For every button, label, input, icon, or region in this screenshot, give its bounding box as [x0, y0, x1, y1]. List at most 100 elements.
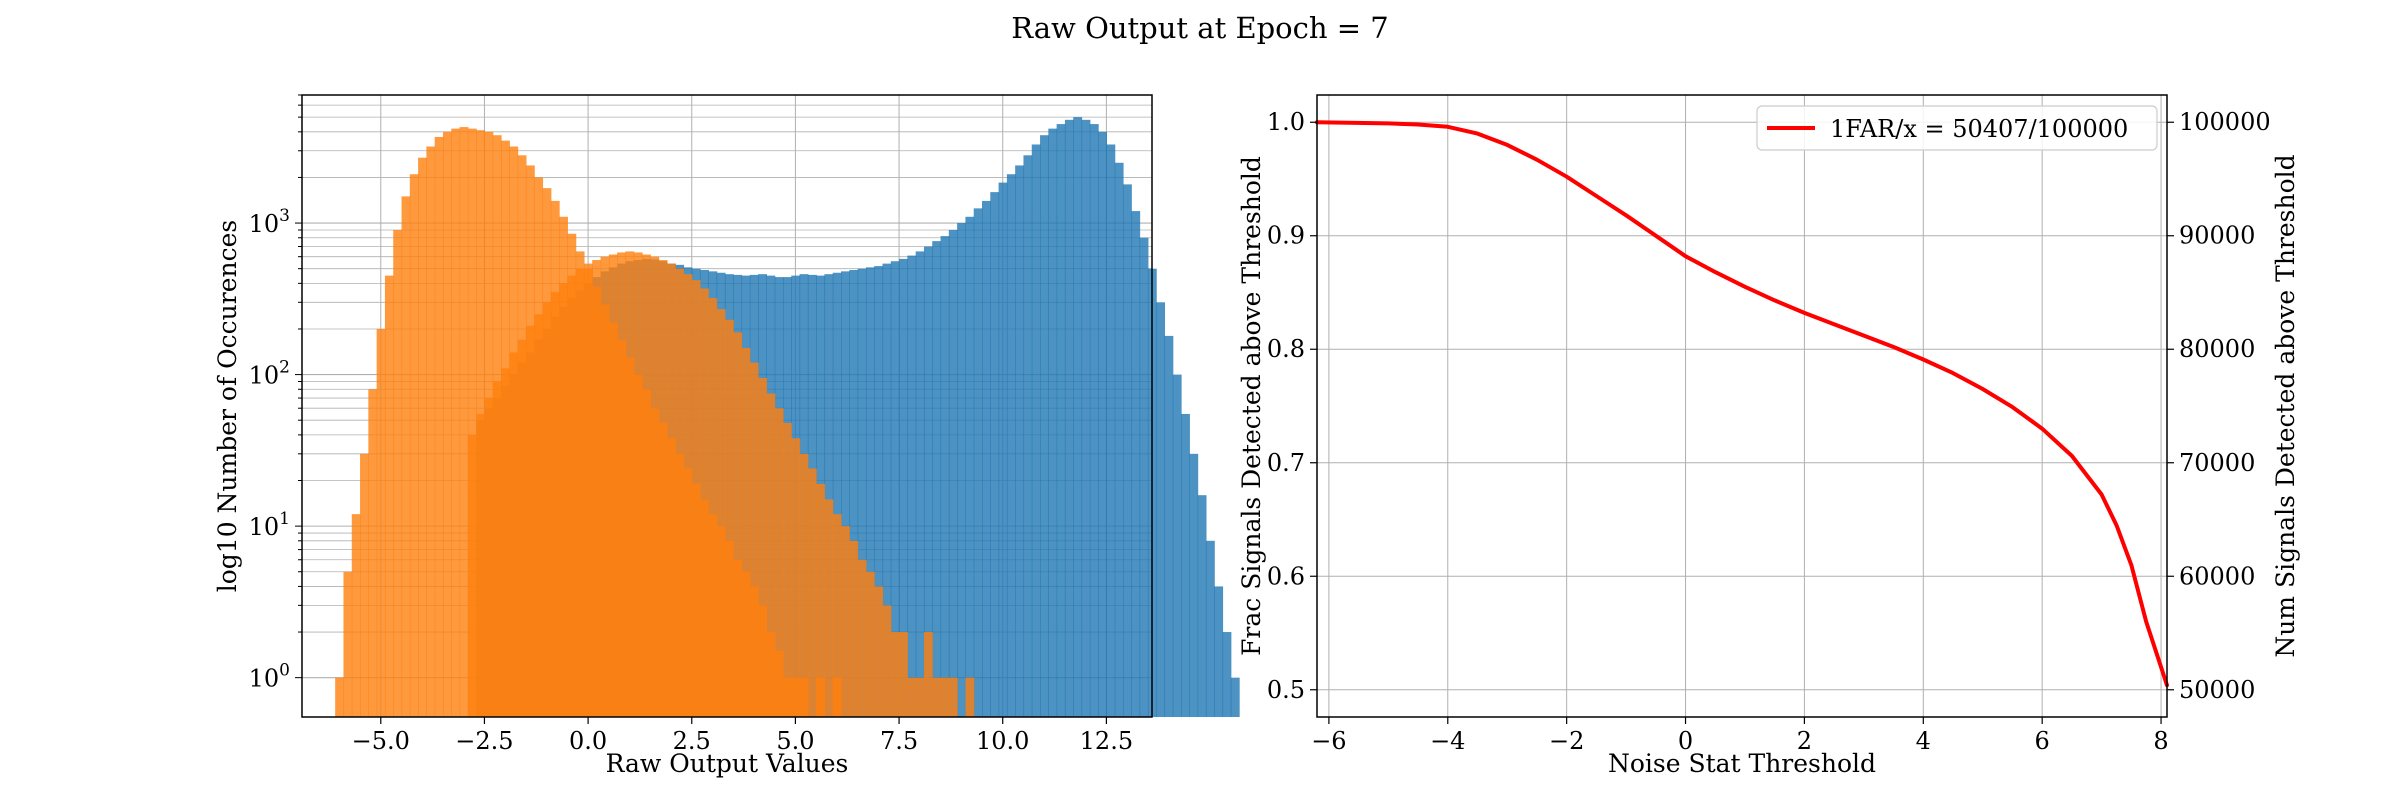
histogram-bar — [708, 298, 718, 717]
histogram-bar — [1023, 155, 1033, 717]
histogram-bar — [360, 453, 369, 717]
histogram-bar — [816, 483, 826, 717]
histogram-xtick-label: −5.0 — [352, 727, 410, 755]
histogram-bar — [418, 157, 427, 718]
histogram-bar — [608, 254, 618, 717]
curve-ytick-label-right: 70000 — [2179, 449, 2255, 477]
histogram-bar — [1189, 453, 1199, 717]
histogram-ytick-label: 102 — [249, 358, 290, 390]
histogram-bar — [965, 677, 975, 717]
histogram-bar — [1139, 237, 1149, 718]
detection-curve-line — [1315, 120, 2169, 688]
curve-legend: 1FAR/x = 50407/100000 — [1756, 105, 2158, 151]
histogram-bar — [335, 677, 345, 717]
histogram-bar — [451, 128, 461, 717]
histogram-bar — [824, 499, 834, 717]
histogram-bar — [600, 256, 610, 717]
curve-ytick-label-left: 0.6 — [1267, 562, 1305, 590]
histogram-bar — [1098, 131, 1107, 717]
histogram-bar — [890, 261, 900, 717]
histogram-bar — [1040, 135, 1049, 717]
curve-xtick-label: 6 — [2035, 727, 2050, 755]
curve-y-axis-label-left: Frac Signals Detected above Threshold — [1237, 156, 1266, 656]
histogram-bar — [575, 268, 585, 717]
histogram-bar — [484, 398, 494, 717]
histogram-bar — [724, 319, 734, 717]
histogram-bar — [1122, 184, 1132, 717]
histogram-bar — [442, 131, 452, 717]
histogram-bar — [874, 586, 884, 717]
curve-xtick-label: 2 — [1797, 727, 1812, 755]
curve-xtick-label: −4 — [1430, 727, 1465, 755]
histogram-bar — [1073, 117, 1083, 717]
histogram-bar — [467, 128, 477, 717]
curve-xtick-label: 4 — [1916, 727, 1931, 755]
histogram-xtick-label: 12.5 — [1080, 727, 1133, 755]
legend-box — [1756, 105, 2158, 151]
histogram-xtick-label: −2.5 — [455, 727, 513, 755]
histogram-bar — [923, 632, 933, 717]
histogram-bar — [774, 408, 784, 717]
curve-grid — [1317, 95, 2167, 717]
histogram-bar — [666, 263, 676, 717]
histogram-bar — [476, 413, 486, 717]
curve-frame — [1316, 94, 2168, 718]
histogram-bar — [642, 254, 651, 717]
histogram-bar — [907, 677, 917, 717]
histogram-bar — [716, 309, 726, 717]
histogram-bars — [335, 117, 1240, 718]
histogram-bar — [1222, 632, 1232, 717]
histogram-bar — [1205, 540, 1215, 717]
histogram-bar — [915, 251, 925, 718]
histogram-bar — [907, 255, 917, 717]
histogram-bar — [948, 229, 958, 717]
histogram-bar — [932, 241, 942, 717]
histogram-bar — [865, 571, 875, 717]
curve-xtick-label: −2 — [1549, 727, 1584, 755]
histogram-bar — [534, 314, 544, 717]
histogram-bar — [351, 514, 361, 717]
histogram-bar — [368, 389, 378, 717]
histogram-bar — [683, 274, 693, 717]
histogram-bar — [567, 275, 577, 717]
histogram-bar — [973, 208, 983, 718]
histogram-bar — [633, 252, 643, 718]
histogram-bar — [409, 174, 419, 717]
histogram-bar — [517, 339, 527, 717]
histogram-ytick-label: 103 — [249, 206, 290, 238]
histogram-bar — [525, 325, 535, 717]
histogram-bar — [899, 258, 908, 717]
histogram-xtick-label: 0.0 — [569, 727, 607, 755]
histogram-bar — [459, 127, 469, 717]
histogram-bar — [1081, 119, 1091, 718]
histogram-bar — [865, 267, 875, 717]
histogram-ytick-label: 100 — [249, 661, 290, 693]
histogram-bar — [1172, 374, 1182, 717]
detection-curve-panel: −6 −4 −2 0 2 4 6 8 0.5 0.6 0.7 0.8 0.9 1.0 50000 60000 7… — [1237, 94, 2300, 778]
curve-xtick-label: 8 — [2153, 727, 2168, 755]
histogram-x-axis-label: Raw Output Values — [606, 749, 849, 778]
histogram-bar — [592, 260, 602, 717]
histogram-bar — [1156, 302, 1166, 717]
histogram-bar — [501, 368, 510, 717]
histogram-bar — [1006, 174, 1016, 717]
histogram-bar — [343, 571, 353, 717]
histogram-ticks: −5.0 −2.5 0.0 2.5 5.0 7.5 10.0 12.5 100 101 102 103 — [249, 94, 1133, 755]
histogram-bar — [467, 434, 477, 717]
histogram-frame — [301, 94, 1153, 718]
histogram-bar — [741, 347, 751, 717]
histogram-bar — [1106, 144, 1116, 717]
histogram-bar — [832, 514, 842, 717]
histogram-bar — [1031, 144, 1041, 717]
histogram-bar — [1164, 335, 1174, 717]
histogram-bar — [832, 272, 842, 717]
histogram-bar — [542, 302, 552, 717]
histogram-bar — [1048, 128, 1058, 717]
histogram-bar — [998, 182, 1008, 717]
histogram-bar — [617, 252, 627, 718]
histogram-bar — [841, 526, 850, 717]
histogram-bar — [393, 229, 403, 717]
histogram-bar — [559, 283, 568, 717]
histogram-bar — [965, 216, 975, 717]
